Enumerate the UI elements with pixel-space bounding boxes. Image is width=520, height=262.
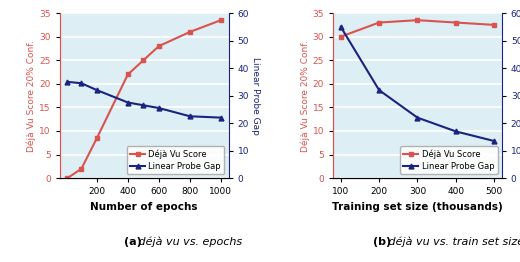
Linear Probe Gap <box>453 130 459 133</box>
Linear Probe Gap <box>491 139 497 143</box>
Linear Probe Gap <box>79 82 85 85</box>
Déjà Vu Score <box>125 73 131 76</box>
Déjà Vu Score <box>491 23 497 26</box>
Linear Probe Gap <box>64 80 71 83</box>
Linear Probe Gap <box>414 116 421 119</box>
Line: Linear Probe Gap: Linear Probe Gap <box>339 24 497 144</box>
Line: Déjà Vu Score: Déjà Vu Score <box>339 18 497 39</box>
Line: Déjà Vu Score: Déjà Vu Score <box>65 18 223 181</box>
Linear Probe Gap <box>218 116 224 119</box>
Y-axis label: Linear Probe Gap: Linear Probe Gap <box>251 57 260 135</box>
Déjà Vu Score <box>337 35 344 38</box>
Déjà Vu Score <box>187 30 193 34</box>
Legend: Déjà Vu Score, Linear Probe Gap: Déjà Vu Score, Linear Probe Gap <box>127 146 224 174</box>
Déjà Vu Score <box>140 59 147 62</box>
Y-axis label: Déjà Vu Score 20% Conf.: Déjà Vu Score 20% Conf. <box>300 40 310 151</box>
Linear Probe Gap <box>187 115 193 118</box>
Déjà Vu Score <box>376 21 382 24</box>
Legend: Déjà Vu Score, Linear Probe Gap: Déjà Vu Score, Linear Probe Gap <box>400 146 498 174</box>
Déjà Vu Score <box>453 21 459 24</box>
X-axis label: Training set size (thousands): Training set size (thousands) <box>332 202 503 212</box>
X-axis label: Number of epochs: Number of epochs <box>90 202 198 212</box>
Text: (a): (a) <box>124 237 141 247</box>
Linear Probe Gap <box>94 89 100 92</box>
Déjà Vu Score <box>156 45 162 48</box>
Déjà Vu Score <box>64 177 71 180</box>
Text: déjà vu vs. train set size: déjà vu vs. train set size <box>385 237 520 247</box>
Linear Probe Gap <box>376 89 382 92</box>
Déjà Vu Score <box>414 19 421 22</box>
Linear Probe Gap <box>156 106 162 110</box>
Déjà Vu Score <box>94 137 100 140</box>
Linear Probe Gap <box>125 101 131 104</box>
Text: déjà vu vs. epochs: déjà vu vs. epochs <box>135 237 242 247</box>
Déjà Vu Score <box>218 19 224 22</box>
Y-axis label: Déjà Vu Score 20% Conf.: Déjà Vu Score 20% Conf. <box>27 40 36 151</box>
Déjà Vu Score <box>79 167 85 170</box>
Line: Linear Probe Gap: Linear Probe Gap <box>65 79 223 120</box>
Text: (b): (b) <box>373 237 391 247</box>
Linear Probe Gap <box>337 25 344 29</box>
Linear Probe Gap <box>140 104 147 107</box>
